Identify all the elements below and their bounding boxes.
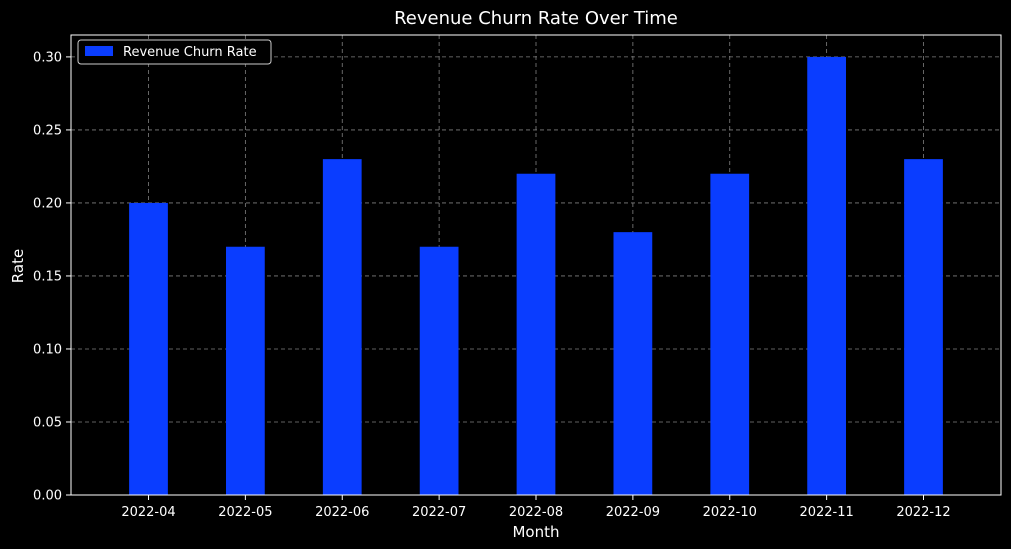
x-tick-label: 2022-04	[121, 505, 175, 520]
bar	[322, 159, 362, 495]
y-axis-title: Rate	[9, 249, 27, 283]
legend-swatch	[85, 46, 113, 56]
ticks-layer: 0.00 0.05 0.10 0.15 0.20 0.25 0.30 2022-04 2022-…	[33, 50, 951, 520]
bar	[807, 56, 846, 496]
bars-layer	[129, 56, 943, 496]
x-tick-label: 2022-09	[606, 505, 660, 520]
x-axis-title: Month	[512, 523, 559, 541]
x-tick-label: 2022-11	[799, 505, 853, 520]
bar	[613, 232, 653, 495]
y-tick-label: 0.15	[33, 269, 62, 284]
y-tick-label: 0.10	[33, 342, 62, 357]
legend: Revenue Churn Rate	[77, 39, 272, 65]
x-tick-label: 2022-10	[703, 505, 757, 520]
legend-label: Revenue Churn Rate	[123, 45, 257, 60]
y-tick-label: 0.00	[33, 489, 62, 504]
bar	[710, 173, 750, 495]
y-tick-label: 0.30	[33, 50, 62, 65]
y-tick-label: 0.20	[33, 196, 62, 211]
legend-box	[77, 39, 272, 65]
y-tick-label: 0.05	[33, 415, 62, 430]
x-tick-label: 2022-12	[896, 505, 950, 520]
x-tick-label: 2022-08	[509, 505, 563, 520]
bar	[129, 202, 168, 495]
x-tick-label: 2022-07	[412, 505, 466, 520]
bar	[904, 159, 943, 495]
chart-title: Revenue Churn Rate Over Time	[394, 8, 678, 29]
bar	[516, 173, 556, 495]
y-tick-label: 0.25	[33, 123, 62, 138]
x-tick-label: 2022-05	[218, 505, 272, 520]
bar	[419, 246, 459, 495]
x-tick-label: 2022-06	[315, 505, 369, 520]
bar	[226, 246, 265, 495]
